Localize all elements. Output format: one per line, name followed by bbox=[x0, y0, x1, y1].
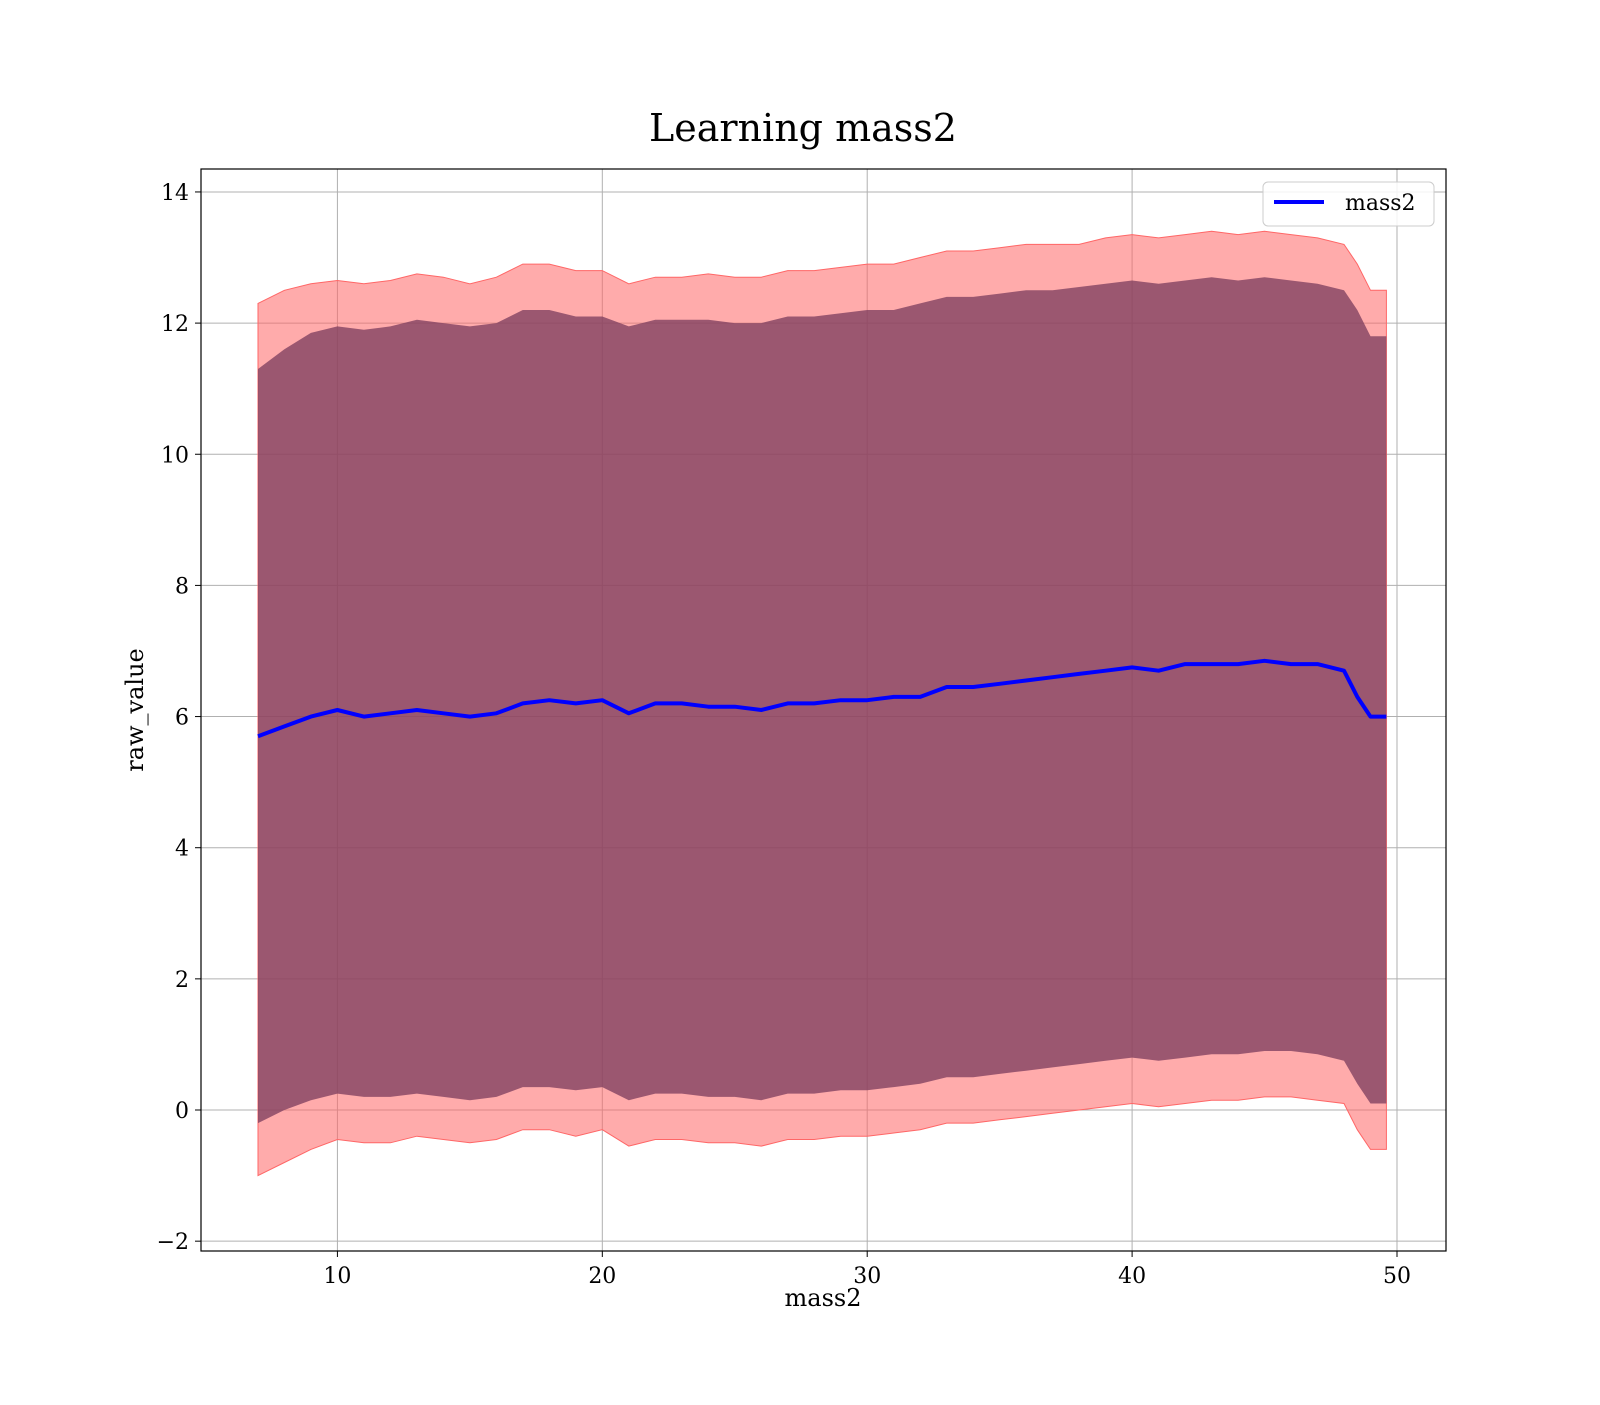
y-tick-label: 6 bbox=[175, 706, 189, 731]
x-tick-label: 50 bbox=[1383, 1264, 1411, 1289]
inner-band bbox=[258, 277, 1387, 1124]
y-tick-label: 8 bbox=[175, 574, 189, 599]
legend-box bbox=[1262, 181, 1435, 227]
y-tick-label: 0 bbox=[175, 1099, 189, 1124]
series-line bbox=[257, 658, 1387, 739]
y-tick-label: 12 bbox=[161, 312, 189, 337]
x-tick-label: 40 bbox=[1118, 1264, 1146, 1289]
y-tick-label: −2 bbox=[157, 1230, 189, 1255]
x-tick-label: 20 bbox=[588, 1264, 616, 1289]
axis-ticks: 10 20 30 40 50 −2 0 2 4 6 8 10 12 14 bbox=[157, 181, 1411, 1289]
x-axis-label: mass2 bbox=[785, 1284, 862, 1312]
y-tick-label: 14 bbox=[161, 181, 189, 206]
x-tick-label: 10 bbox=[323, 1264, 351, 1289]
y-tick-label: 4 bbox=[175, 837, 189, 862]
legend: mass2 bbox=[1262, 181, 1435, 227]
y-tick-label: 2 bbox=[175, 968, 189, 993]
legend-label: mass2 bbox=[1345, 191, 1416, 216]
y-axis-label: raw_value bbox=[121, 648, 149, 772]
series-lines bbox=[257, 658, 1387, 739]
y-tick-label: 10 bbox=[161, 443, 189, 468]
chart-title: Learning mass2 bbox=[649, 106, 957, 150]
x-tick-label: 30 bbox=[853, 1264, 881, 1289]
confidence-bands bbox=[257, 230, 1387, 1177]
plot-frame bbox=[200, 168, 1447, 1252]
